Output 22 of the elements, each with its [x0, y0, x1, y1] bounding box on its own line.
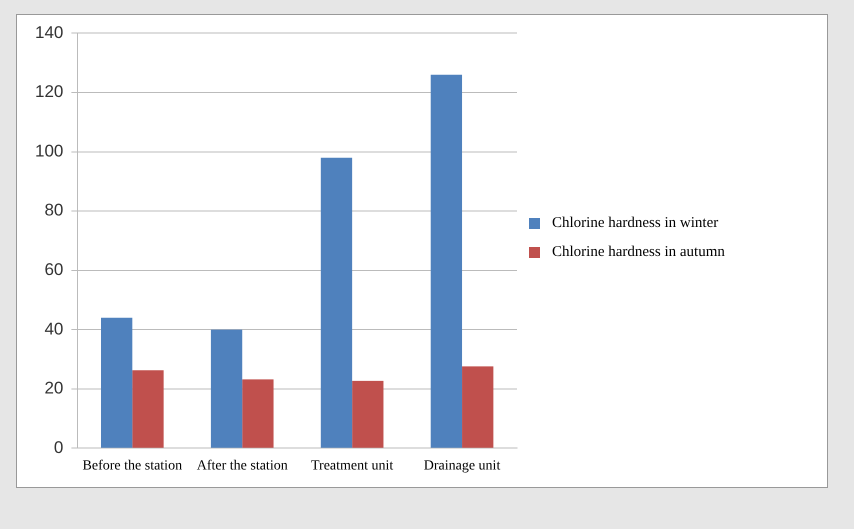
y-tick-label: 40 — [44, 319, 64, 338]
bar — [430, 74, 462, 448]
legend-label: Chlorine hardness in winter — [552, 215, 718, 232]
x-tick-label: After the station — [196, 458, 288, 474]
bar — [132, 370, 164, 448]
y-tick-label: 100 — [34, 141, 64, 160]
bar — [100, 318, 132, 448]
bar — [320, 158, 352, 448]
legend-label: Chlorine hardness in autumn — [552, 244, 725, 261]
x-tick-label: Treatment unit — [310, 458, 394, 474]
bar — [242, 379, 274, 448]
y-tick-label: 120 — [34, 82, 64, 102]
y-tick-label: 20 — [44, 378, 64, 398]
y-tick-label: 80 — [44, 200, 64, 220]
bar — [462, 366, 494, 448]
y-tick-label: 140 — [34, 22, 64, 42]
y-tick-label: 0 — [54, 438, 64, 457]
x-tick-label: Before the station — [82, 458, 182, 474]
y-tick-label: 60 — [44, 260, 64, 280]
bar — [210, 330, 242, 448]
bar — [352, 380, 384, 448]
x-tick-label: Drainage unit — [424, 458, 500, 474]
